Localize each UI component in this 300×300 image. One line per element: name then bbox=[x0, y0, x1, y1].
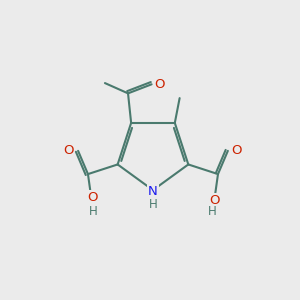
Text: O: O bbox=[88, 191, 98, 204]
Text: O: O bbox=[154, 78, 165, 91]
Text: O: O bbox=[231, 144, 241, 157]
Text: H: H bbox=[89, 205, 98, 218]
Text: O: O bbox=[209, 194, 220, 207]
Text: H: H bbox=[208, 205, 217, 218]
Text: H: H bbox=[148, 198, 157, 211]
Text: N: N bbox=[148, 185, 158, 198]
Text: O: O bbox=[63, 144, 74, 157]
